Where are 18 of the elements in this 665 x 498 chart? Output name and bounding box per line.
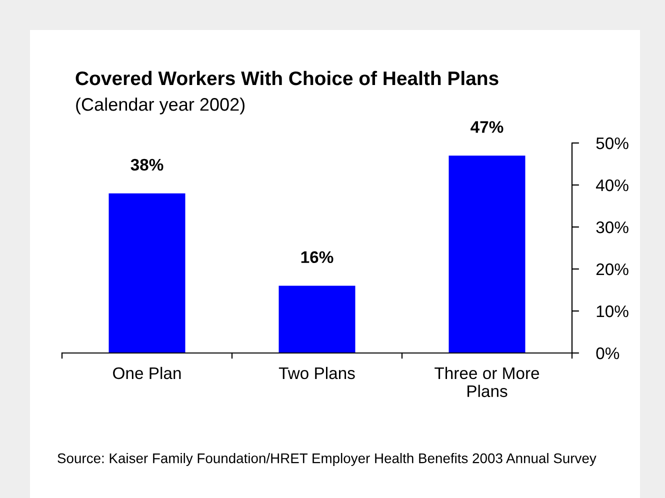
chart-subtitle: (Calendar year 2002) [76, 98, 244, 114]
bar [448, 156, 526, 353]
y-tick-label: 10% [596, 305, 628, 318]
data-label: 38% [130, 158, 164, 171]
y-tick-label: 30% [596, 221, 628, 234]
bar [278, 286, 356, 353]
y-tick-label: 40% [596, 179, 628, 192]
source-note: Source: Kaiser Family Foundation/HRET Employer Health Benefits 2003 Annual Survey [58, 453, 596, 466]
bar [108, 193, 186, 353]
y-tick-label: 0% [596, 347, 620, 360]
x-tick-label: Two Plans [278, 366, 355, 380]
y-tick-label: 50% [596, 137, 628, 150]
x-tick-label: Three or More Plans [434, 366, 540, 398]
data-label: 47% [470, 121, 504, 133]
chart-title: Covered Workers With Choice of Health Plans [76, 70, 498, 86]
data-label: 16% [301, 251, 334, 264]
x-tick-label: One Plan [113, 366, 181, 380]
y-tick-label: 20% [596, 263, 628, 276]
